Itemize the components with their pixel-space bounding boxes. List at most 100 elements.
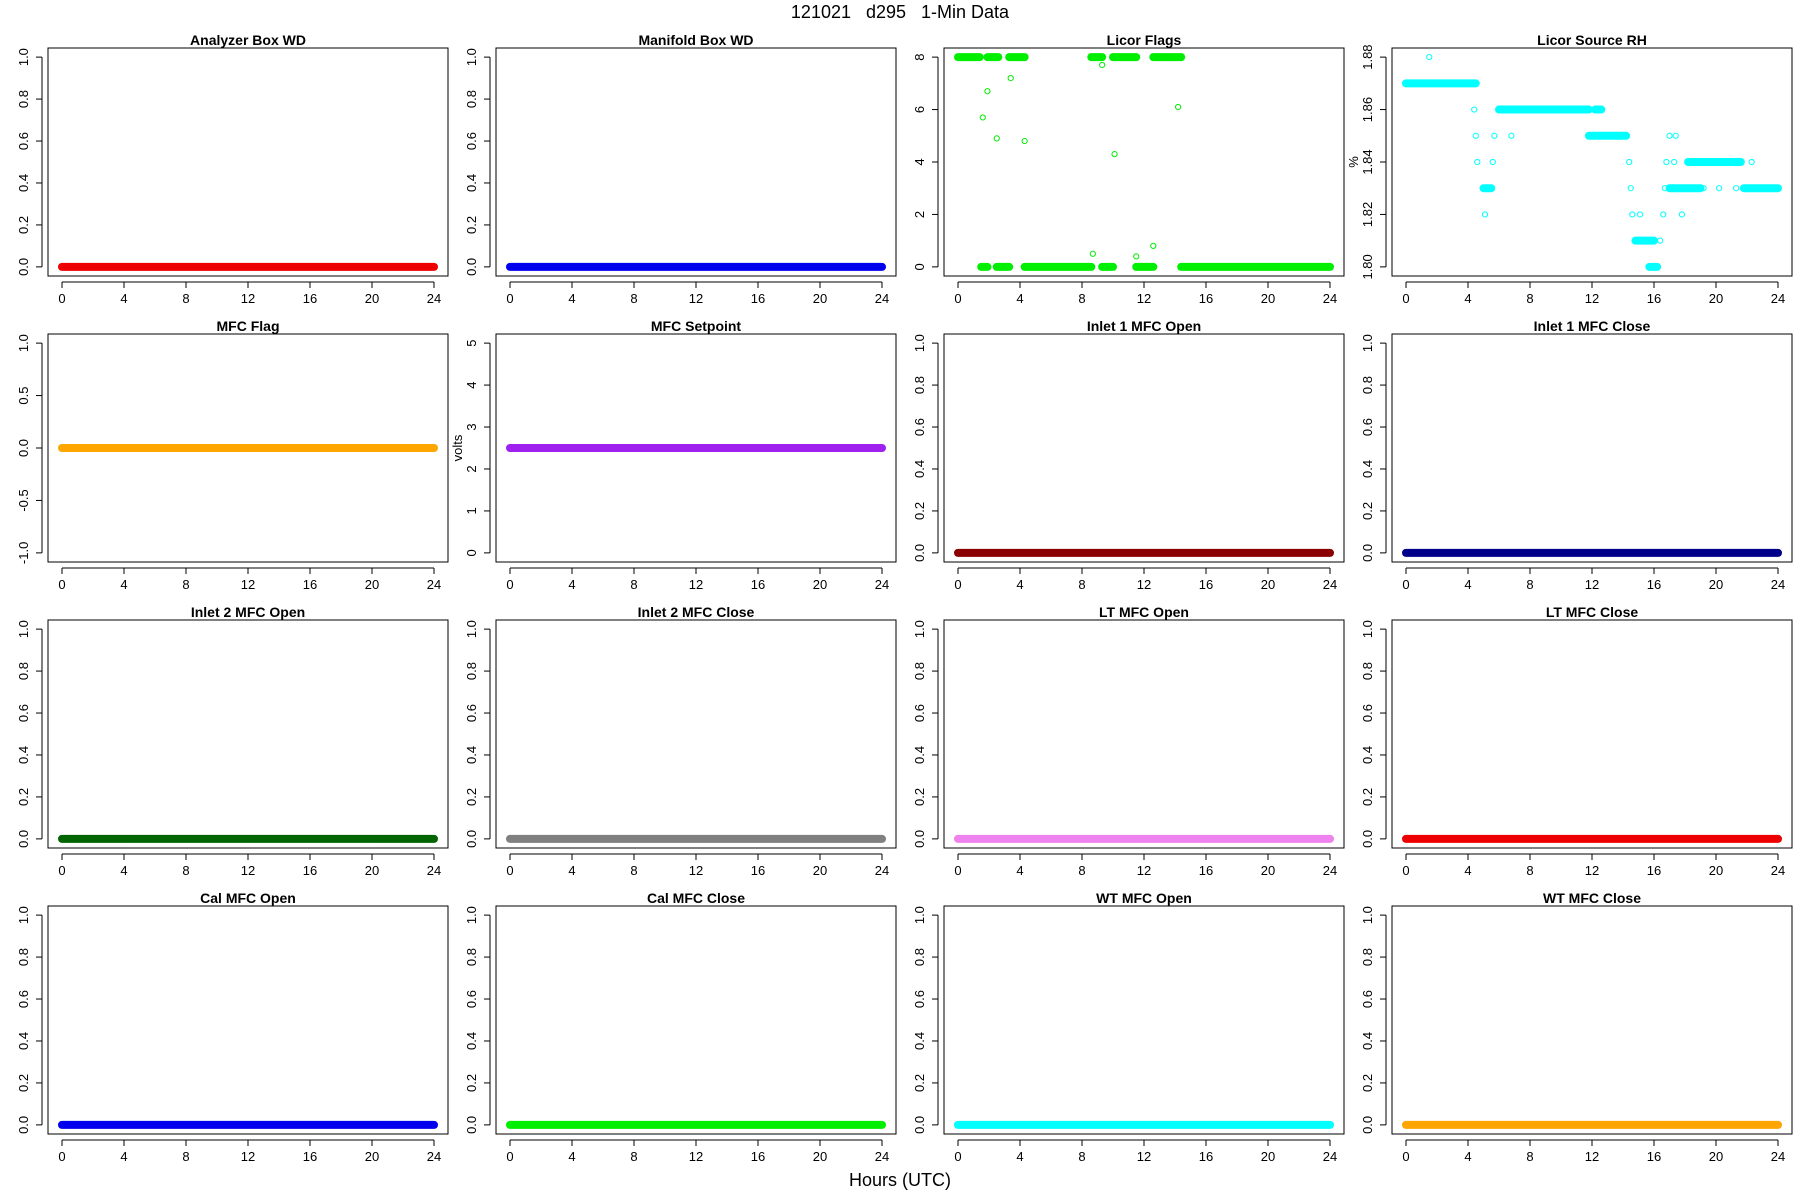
x-axis-title: Hours (UTC) (849, 1170, 951, 1190)
x-tick-label: 0 (1402, 863, 1409, 878)
x-tick-label: 24 (1771, 863, 1785, 878)
x-tick-label: 0 (954, 1149, 961, 1164)
data-point (1474, 158, 1481, 166)
x-tick-label: 24 (427, 1149, 441, 1164)
x-tick-label: 8 (1078, 291, 1085, 306)
x-tick-label: 20 (1709, 291, 1723, 306)
data-point (1672, 132, 1679, 139)
y-tick-label: 0.0 (16, 1116, 31, 1134)
x-tick-label: 8 (182, 577, 189, 592)
x-tick-label: 4 (120, 863, 127, 878)
chart-title: MFC Flag (217, 318, 280, 334)
y-tick-label: 0.8 (464, 90, 479, 108)
chart-title: Inlet 2 MFC Open (191, 604, 305, 620)
y-tick-label: 1.0 (16, 620, 31, 638)
y-tick-label: 0.4 (1360, 746, 1375, 764)
data-point (1748, 158, 1755, 166)
y-tick-label: 0.0 (16, 830, 31, 848)
x-tick-label: 16 (751, 577, 765, 592)
y-tick-label: 0.8 (912, 662, 927, 680)
chart-title: LT MFC Close (1546, 604, 1639, 620)
x-tick-label: 0 (58, 291, 65, 306)
y-tick-label: 0.6 (912, 990, 927, 1008)
y-tick-label: 0.0 (1360, 1116, 1375, 1134)
x-tick-label: 24 (1323, 577, 1337, 592)
x-tick-label: 24 (427, 577, 441, 592)
y-tick-label: 0.0 (912, 830, 927, 848)
data-point (1150, 242, 1157, 250)
x-tick-label: 12 (241, 1149, 255, 1164)
y-tick-label: 0.8 (912, 376, 927, 394)
x-tick-label: 4 (1464, 863, 1471, 878)
y-tick-label: 0.8 (1360, 948, 1375, 966)
y-tick-label: 0.8 (464, 662, 479, 680)
chart-panel: Inlet 2 MFC Close 0 4 8 12 16 20 24 0.0 0.2 0.4 0.6… (464, 604, 897, 878)
x-tick-label: 16 (751, 1149, 765, 1164)
y-tick-label: 0.4 (912, 460, 927, 478)
y-tick-label: 0 (464, 549, 479, 556)
y-tick-label: 0.8 (1360, 376, 1375, 394)
y-tick-label: 1.0 (464, 906, 479, 924)
plot-frame (495, 47, 897, 277)
y-tick-label: 1.0 (1360, 334, 1375, 352)
x-tick-label: 20 (1709, 577, 1723, 592)
y-tick-label: 1.0 (16, 48, 31, 66)
y-tick-label: 1.84 (1360, 149, 1375, 174)
data-point (1471, 106, 1478, 113)
y-tick-label: 0.2 (1360, 502, 1375, 520)
chart-panel: Inlet 1 MFC Open 0 4 8 12 16 20 24 0.0 0.2 0.4 0.6 0… (912, 318, 1345, 592)
y-tick-label: 1.0 (1360, 906, 1375, 924)
plot-frame (47, 47, 449, 277)
chart-title: Cal MFC Open (200, 890, 296, 906)
y-tick-label: 1.80 (1360, 254, 1375, 279)
x-tick-label: 24 (427, 863, 441, 878)
x-tick-label: 4 (120, 291, 127, 306)
plot-frame (47, 333, 449, 563)
x-tick-label: 12 (1137, 577, 1151, 592)
y-tick-label: 0.0 (464, 258, 479, 276)
x-tick-label: 16 (1647, 291, 1661, 306)
x-tick-label: 4 (1464, 577, 1471, 592)
x-tick-label: 12 (689, 1149, 703, 1164)
x-tick-label: 16 (1199, 863, 1213, 878)
data-point (1007, 74, 1014, 82)
x-tick-label: 20 (813, 863, 827, 878)
x-tick-label: 8 (1078, 1149, 1085, 1164)
y-tick-label: 0 (912, 263, 927, 270)
y-tick-label: 0.0 (464, 830, 479, 848)
data-point (1700, 185, 1707, 192)
chart-title: LT MFC Open (1099, 604, 1189, 620)
x-tick-label: 16 (303, 577, 317, 592)
x-tick-label: 24 (875, 577, 889, 592)
x-tick-label: 16 (1647, 863, 1661, 878)
x-tick-label: 4 (1464, 291, 1471, 306)
plot-frame (495, 619, 897, 849)
x-tick-label: 20 (365, 577, 379, 592)
x-tick-label: 12 (1585, 291, 1599, 306)
x-tick-label: 8 (1526, 577, 1533, 592)
x-tick-label: 16 (751, 291, 765, 306)
y-tick-label: 0.8 (464, 948, 479, 966)
data-point (1089, 250, 1096, 257)
x-tick-label: 16 (751, 863, 765, 878)
y-tick-label: 1.0 (464, 620, 479, 638)
chart-title: Licor Flags (1107, 32, 1182, 48)
data-point (1426, 54, 1433, 61)
y-tick-label: 5 (464, 340, 479, 347)
y-tick-label: 0.6 (464, 132, 479, 150)
y-tick-label: 0.4 (464, 174, 479, 192)
data-point (1686, 158, 1693, 166)
data-point (1021, 137, 1028, 145)
x-tick-label: 8 (182, 863, 189, 878)
x-tick-label: 4 (568, 863, 575, 878)
page-title: 121021 d295 1-Min Data (790, 2, 1010, 22)
x-tick-label: 20 (365, 291, 379, 306)
data-point (1629, 211, 1636, 218)
x-tick-label: 0 (954, 577, 961, 592)
chart-panel: MFC Flag 0 4 8 12 16 20 24 -1.0 -0.5 0.0 0.5 1.0 (16, 318, 449, 592)
x-tick-label: 4 (568, 1149, 575, 1164)
data-point (1626, 158, 1633, 166)
y-tick-label: 2 (912, 211, 927, 218)
chart-panel: Inlet 2 MFC Open 0 4 8 12 16 20 24 0.0 0.2 0.4 0.6 0… (16, 604, 449, 878)
